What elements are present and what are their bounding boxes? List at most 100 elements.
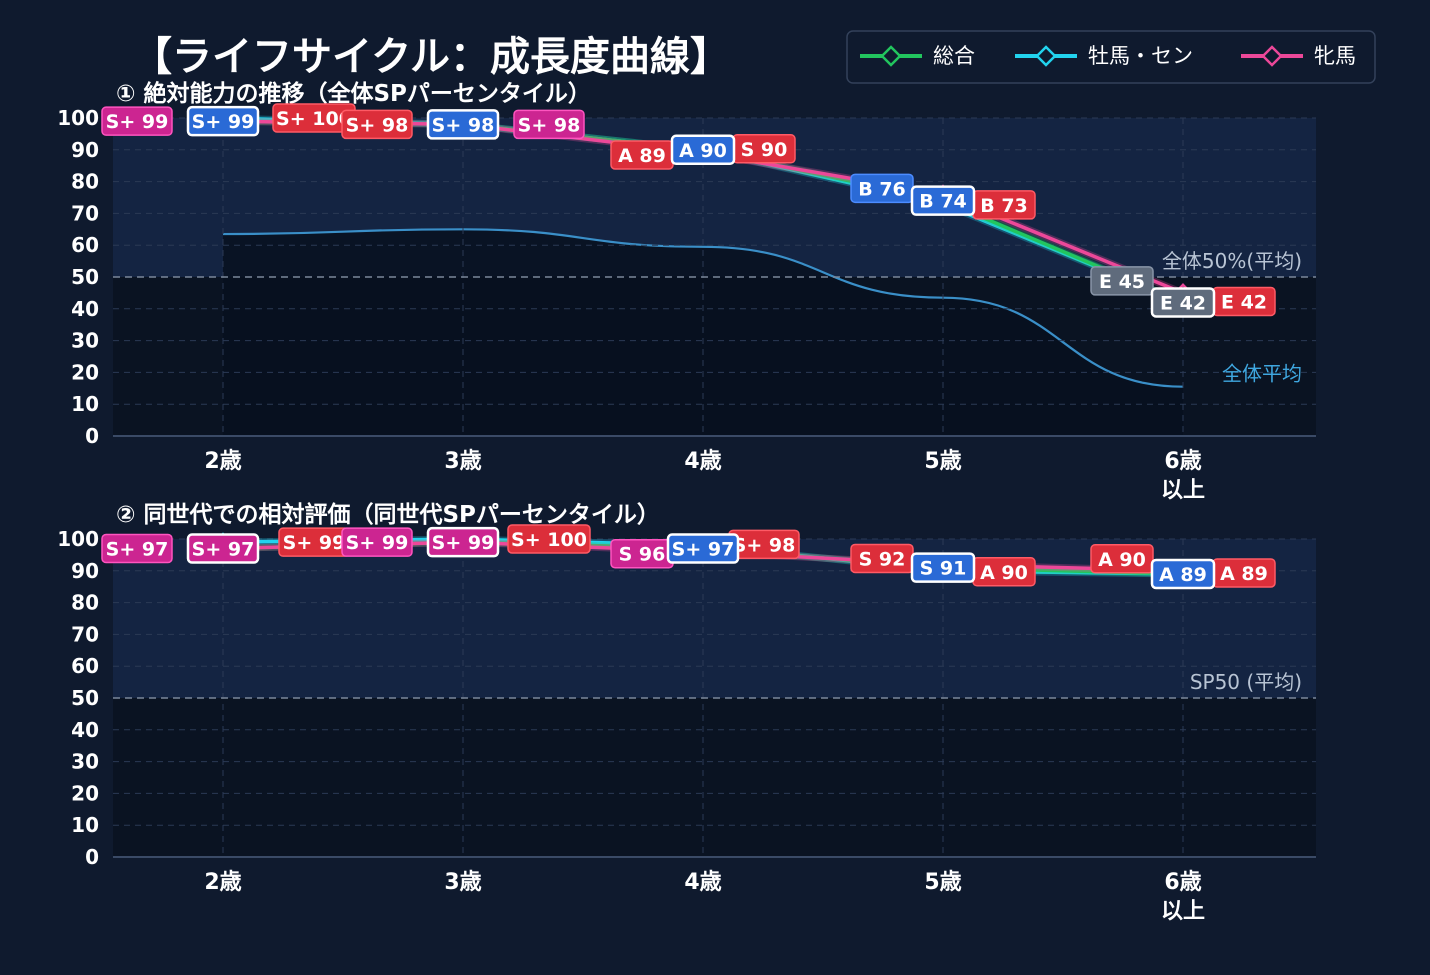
data-label: S+ 100 (507, 524, 591, 554)
data-label-box (1150, 558, 1216, 590)
data-label-text: S+ 99 (106, 111, 169, 133)
y-tick-label: 60 (71, 233, 99, 257)
data-label-text: A 90 (1098, 549, 1146, 571)
data-label-text: S+ 99 (192, 111, 255, 133)
data-label-text: S+ 97 (106, 539, 169, 561)
y-tick-label: 30 (71, 329, 99, 353)
x-tick-label: 以上 (1161, 899, 1205, 924)
x-tick-label: 6歳 (1164, 449, 1201, 474)
y-tick-label: 50 (71, 686, 99, 710)
data-label-text: A 89 (618, 145, 666, 167)
y-tick-label: 70 (71, 622, 99, 646)
legend: 総合 牡馬・セン 牝馬 (846, 30, 1376, 84)
average-curve (222, 228, 1184, 388)
x-tick-label: 3歳 (444, 449, 481, 474)
data-label: S+ 98 (513, 109, 585, 140)
y-tick-label: 20 (71, 360, 99, 384)
plot-band-lower (113, 698, 1316, 857)
y-tick-label: 80 (71, 170, 99, 194)
data-label-text: E 42 (1160, 292, 1206, 314)
y-tick-label: 80 (71, 591, 99, 615)
data-label-box (101, 533, 173, 564)
reference-label: 全体50%(平均) (1162, 249, 1302, 273)
data-label-text: S+ 99 (346, 532, 409, 554)
y-tick-label: 20 (71, 781, 99, 805)
data-label: S+ 97 (101, 533, 173, 564)
data-label-box (507, 524, 591, 554)
legend-box (846, 30, 1376, 84)
reference-label: SP50 (平均) (1190, 670, 1302, 694)
data-label-text: S+ 98 (346, 114, 409, 136)
data-label-text: B 73 (980, 195, 1028, 217)
x-tick-label: 6歳 (1164, 870, 1201, 895)
y-tick-label: 70 (71, 201, 99, 225)
x-tick-label: 3歳 (444, 870, 481, 895)
legend-swatch-marker (1261, 45, 1283, 67)
data-label-text: A 90 (679, 140, 727, 162)
data-label-text: B 76 (858, 178, 906, 200)
data-label: S+ 100 (272, 103, 356, 133)
x-tick-label: 4歳 (684, 449, 721, 474)
data-label: A 89 (1150, 558, 1216, 590)
data-label: E 45 (1090, 266, 1154, 296)
data-label: B 76 (850, 173, 914, 204)
y-tick-label: 10 (71, 813, 99, 837)
y-tick-label: 100 (57, 106, 99, 130)
panel-title: ② 同世代での相対評価（同世代SPパーセンタイル） (116, 501, 660, 528)
data-label-text: S+ 98 (432, 114, 495, 136)
x-tick-label: 2歳 (204, 870, 241, 895)
data-label-text: S 91 (920, 558, 967, 580)
data-label: S+ 99 (278, 527, 350, 557)
data-label: A 89 (1212, 558, 1276, 588)
data-label: A 90 (670, 134, 736, 166)
data-label-text: S+ 97 (192, 539, 255, 561)
data-label: S+ 97 (186, 533, 260, 564)
data-label-box (426, 526, 500, 558)
average-label: 全体平均 (1222, 362, 1302, 386)
data-label-box (426, 109, 500, 140)
data-label: S+ 99 (101, 106, 173, 136)
data-label-box (341, 109, 413, 140)
y-tick-label: 30 (71, 750, 99, 774)
data-label: A 90 (1090, 544, 1154, 574)
data-label: A 89 (610, 140, 674, 170)
y-tick-label: 10 (71, 392, 99, 416)
data-label-text: S+ 100 (276, 108, 352, 130)
legend-label: 牡馬・セン (1088, 44, 1193, 68)
data-label-text: S+ 100 (511, 529, 587, 551)
data-label-text: S 96 (619, 544, 666, 566)
x-tick-label: 4歳 (684, 870, 721, 895)
data-label-text: A 90 (980, 562, 1028, 584)
data-label-box (666, 533, 740, 564)
data-label-text: A 89 (1159, 564, 1207, 586)
data-label-box (101, 106, 173, 136)
data-label-text: S 90 (741, 139, 788, 161)
data-label-box (186, 105, 260, 137)
data-label: S 91 (910, 552, 976, 583)
data-label-box (1090, 544, 1154, 574)
legend-swatch-marker (1035, 45, 1057, 67)
data-label: S+ 99 (341, 527, 413, 557)
data-label-text: B 74 (919, 191, 967, 213)
chart-title: 【ライフサイクル：成長度曲線】 (132, 34, 730, 80)
x-tick-label: 以上 (1161, 478, 1205, 503)
data-label: S 92 (850, 543, 914, 574)
legend-swatch-marker (880, 45, 902, 67)
x-tick-label: 5歳 (924, 449, 961, 474)
data-label: S+ 99 (426, 526, 500, 558)
x-tick-label: 2歳 (204, 449, 241, 474)
y-tick-label: 40 (71, 297, 99, 321)
data-label: B 74 (910, 185, 976, 216)
x-tick-label: 5歳 (924, 870, 961, 895)
data-label-text: S+ 98 (733, 534, 796, 556)
data-label-box (513, 109, 585, 140)
y-tick-label: 90 (71, 138, 99, 162)
data-label-box (1150, 287, 1216, 318)
legend-label: 牝馬 (1314, 44, 1356, 68)
data-label-text: E 42 (1221, 291, 1267, 313)
data-label-text: S+ 98 (518, 114, 581, 136)
data-label: A 90 (972, 557, 1036, 587)
panel-absolute: ① 絶対能力の推移（全体SPパーセンタイル） 0 10 20 30 40 50 60 70 80… (57, 80, 1316, 503)
data-label-box (341, 527, 413, 557)
